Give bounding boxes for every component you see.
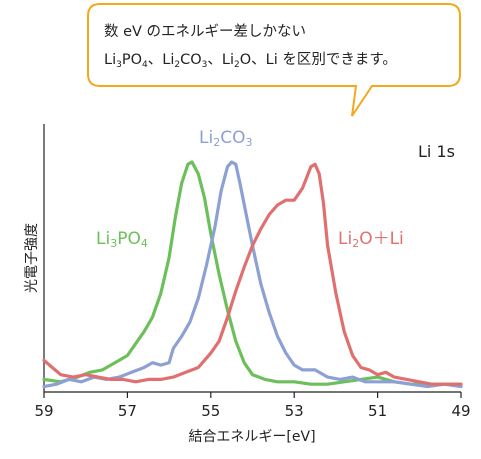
text-part-2: O＋Li	[359, 229, 404, 249]
text-part-1: 3	[116, 60, 122, 70]
x-tick-label-51: 51	[368, 402, 387, 420]
text-part-2: PO	[117, 229, 141, 249]
x-axis-title: 結合エネルギー[eV]	[188, 429, 315, 445]
text-part-0: Li	[199, 128, 213, 148]
text-part-2: CO	[220, 128, 245, 148]
text-part-0: Li	[104, 52, 116, 68]
x-ticks: 59 57 55 53 51 49	[34, 392, 471, 420]
text-part-0: Li	[96, 229, 110, 249]
callout-line-2: Li3PO4、Li2CO3、Li2O、Li を区別できます。	[104, 51, 397, 70]
series-label-li2o-li: Li2O＋Li	[338, 229, 404, 250]
text-part-4: 、Li	[148, 52, 175, 68]
text-part-6: CO	[180, 52, 202, 68]
series-label-li2co3: Li2CO3	[199, 128, 252, 149]
text-part-8: 、Li	[207, 52, 234, 68]
text-part-2: PO	[122, 52, 142, 68]
text-part-1: 2	[213, 136, 220, 149]
axes: 59 57 55 53 51 49 結合エネルギー[eV] 光電子強度	[24, 124, 471, 445]
x-tick-label-49: 49	[451, 402, 470, 420]
x-tick-label-59: 59	[34, 402, 53, 420]
text-part-3: 4	[141, 237, 148, 250]
text-part-0: Li	[338, 229, 352, 249]
text-part-3: 3	[245, 136, 252, 149]
text-part-3: 4	[142, 60, 148, 70]
text-part-10: O、Li を区別できます。	[240, 51, 397, 68]
callout-bubble: 数 eV のエネルギー差しかない Li3PO4、Li2CO3、Li2O、Li を…	[87, 3, 461, 117]
y-axis-title: 光電子強度	[24, 223, 40, 293]
text-part-9: 2	[234, 60, 240, 70]
callout-shape	[87, 3, 461, 117]
series-label-li3po4: Li3PO4	[96, 229, 148, 250]
text-part-1: 3	[110, 237, 117, 250]
text-part-1: 2	[352, 237, 359, 250]
series-line-0	[42, 160, 463, 386]
text-part-7: 3	[202, 60, 208, 70]
callout-line-1: 数 eV のエネルギー差しかない	[104, 23, 306, 40]
series-line-1	[42, 160, 463, 389]
series-line-2	[42, 162, 463, 386]
text-part-5: 2	[174, 60, 180, 70]
series-lines	[42, 160, 463, 389]
panel-label: Li 1s	[418, 142, 455, 161]
x-tick-label-55: 55	[201, 402, 220, 420]
x-tick-label-53: 53	[285, 402, 304, 420]
x-tick-label-57: 57	[118, 402, 137, 420]
